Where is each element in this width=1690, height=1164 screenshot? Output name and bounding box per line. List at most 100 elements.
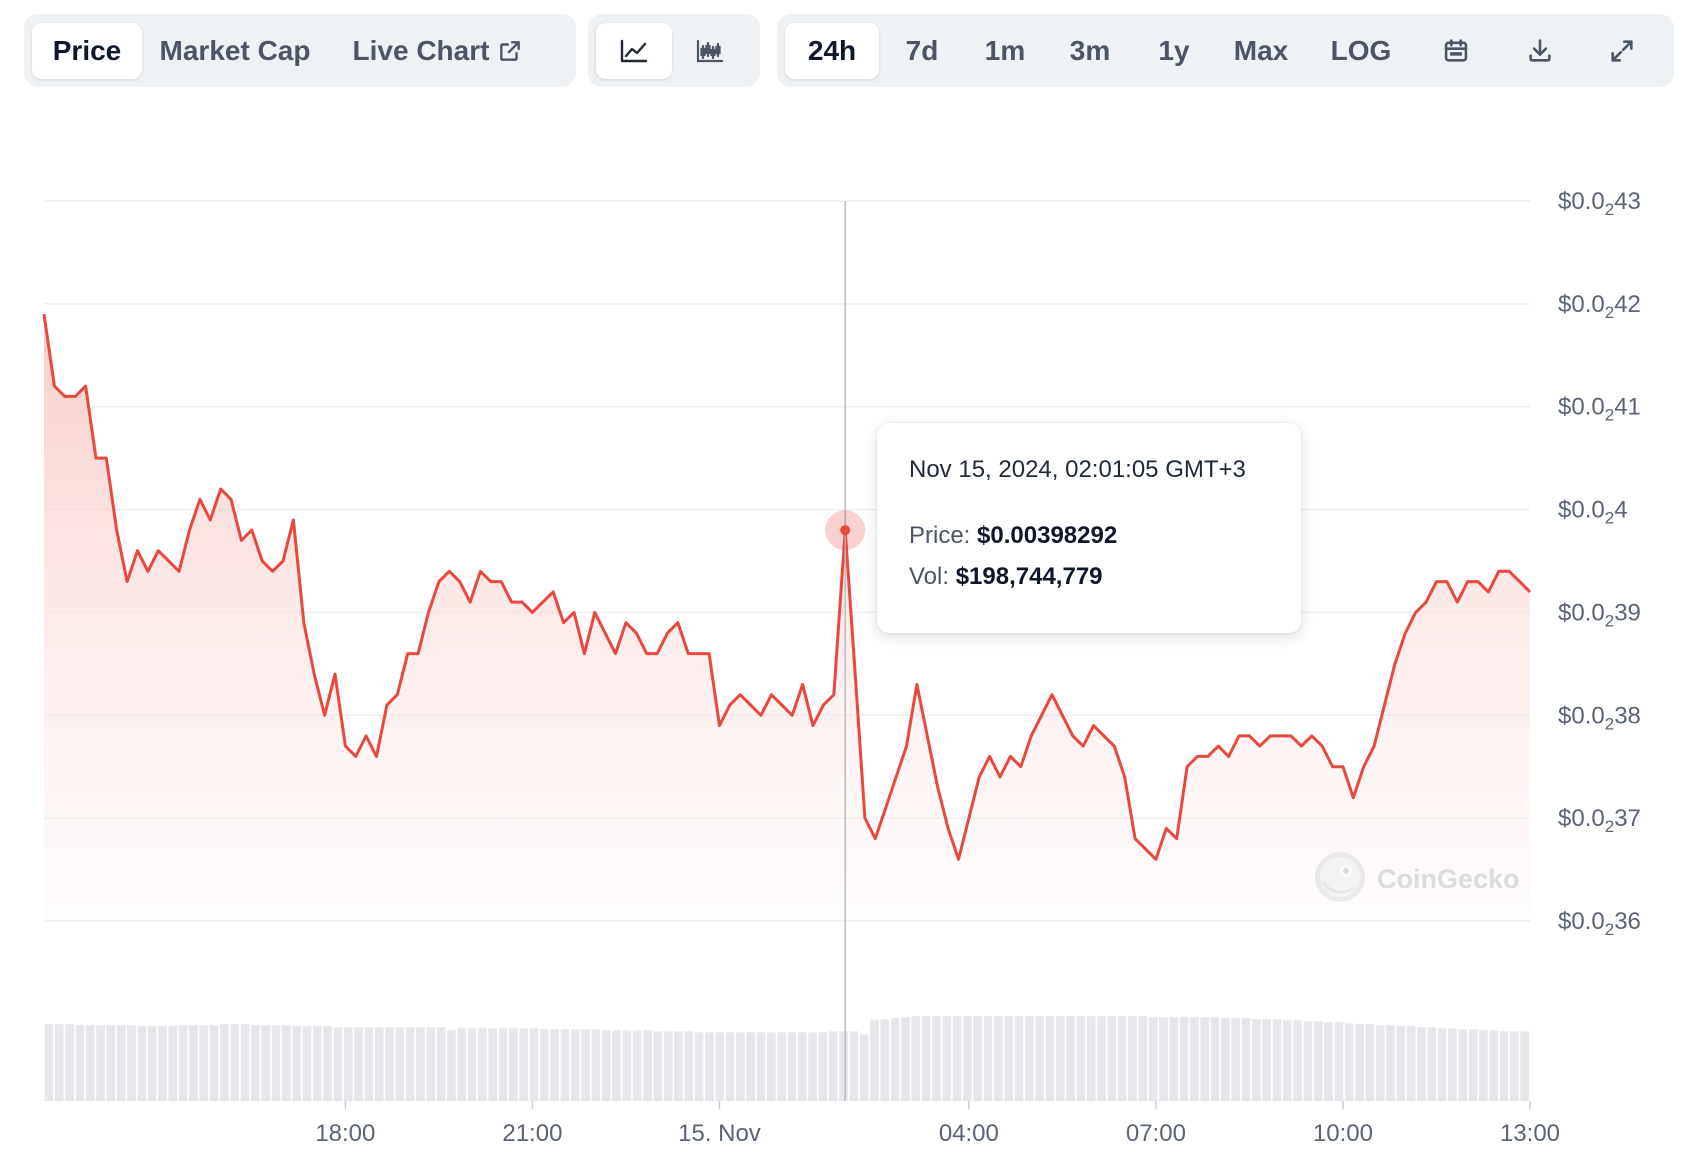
volume-bar bbox=[849, 1031, 859, 1101]
volume-bar bbox=[220, 1024, 229, 1101]
volume-bar bbox=[240, 1024, 250, 1101]
candlestick-chart-button[interactable] bbox=[672, 23, 748, 79]
volume-bar bbox=[632, 1030, 642, 1101]
volume-bar bbox=[890, 1018, 900, 1101]
volume-bar bbox=[209, 1025, 219, 1101]
range-1y-button[interactable]: 1y bbox=[1135, 23, 1213, 79]
volume-bar bbox=[1086, 1016, 1096, 1101]
volume-bar bbox=[808, 1032, 817, 1101]
volume-bar bbox=[550, 1029, 559, 1101]
range-1m-button[interactable]: 1m bbox=[965, 23, 1045, 79]
tab-price[interactable]: Price bbox=[32, 22, 142, 79]
volume-bar bbox=[508, 1028, 518, 1101]
volume-bar bbox=[1107, 1016, 1117, 1101]
volume-bar bbox=[653, 1031, 663, 1101]
volume-bar bbox=[622, 1030, 632, 1101]
volume-bar bbox=[963, 1016, 972, 1101]
external-link-icon bbox=[497, 38, 523, 64]
volume-bar bbox=[1509, 1031, 1519, 1101]
volume-bar bbox=[447, 1030, 456, 1101]
tooltip-vol-label: Vol: bbox=[909, 563, 950, 590]
volume-bar bbox=[333, 1027, 343, 1101]
volume-bar bbox=[705, 1032, 714, 1101]
volume-bar bbox=[364, 1027, 374, 1101]
volume-bar bbox=[1066, 1016, 1075, 1101]
price-line bbox=[42, 313, 1532, 861]
y-tick-label: $0.0241 bbox=[1558, 394, 1641, 425]
volume-bar bbox=[694, 1032, 704, 1101]
volume-bar bbox=[385, 1027, 394, 1101]
volume-bar bbox=[1303, 1021, 1313, 1101]
log-scale-button[interactable]: LOG bbox=[1309, 23, 1413, 79]
volume-bar bbox=[498, 1028, 508, 1101]
volume-bar bbox=[96, 1025, 105, 1101]
volume-bar bbox=[478, 1028, 487, 1101]
volume-bar bbox=[1055, 1016, 1065, 1101]
range-max-button[interactable]: Max bbox=[1213, 23, 1309, 79]
volume-bar bbox=[1406, 1026, 1416, 1101]
calendar-icon bbox=[1442, 37, 1470, 65]
volume-bar bbox=[1076, 1016, 1086, 1101]
volume-bar bbox=[1293, 1020, 1302, 1101]
volume-bar bbox=[663, 1031, 673, 1101]
volume-bar bbox=[1138, 1016, 1148, 1101]
volume-bar bbox=[519, 1028, 529, 1101]
volume-bar bbox=[44, 1024, 54, 1101]
line-chart-button[interactable] bbox=[596, 22, 672, 79]
volume-bar bbox=[1375, 1025, 1385, 1101]
tab-live-chart-label: Live Chart bbox=[352, 34, 490, 66]
volume-bar bbox=[1014, 1016, 1024, 1101]
volume-bar bbox=[1282, 1020, 1292, 1101]
volume-bar bbox=[1251, 1019, 1261, 1101]
volume-bar bbox=[1097, 1016, 1106, 1101]
tab-price-label: Price bbox=[52, 34, 122, 66]
x-tick-label: 13:00 bbox=[1500, 1120, 1560, 1147]
volume-bar bbox=[1520, 1031, 1529, 1101]
range-3m-button[interactable]: 3m bbox=[1045, 23, 1135, 79]
volume-bar bbox=[127, 1025, 136, 1101]
x-tick-label: 07:00 bbox=[1126, 1120, 1186, 1147]
tooltip-date: Nov 15, 2024, 02:01:05 GMT+3 bbox=[909, 456, 1246, 483]
expand-button[interactable] bbox=[1581, 23, 1663, 79]
volume-bar bbox=[302, 1026, 312, 1101]
volume-bar bbox=[1313, 1021, 1323, 1101]
tab-live-chart[interactable]: Live Chart bbox=[328, 23, 548, 79]
tooltip-price-value: $0.00398292 bbox=[977, 522, 1118, 549]
watermark-text: CoinGecko bbox=[1377, 864, 1520, 894]
download-button[interactable] bbox=[1499, 23, 1581, 79]
y-axis-ticks: $0.0236 $0.0237 $0.0238 $0.0239 $0.024 $0.024… bbox=[1558, 188, 1641, 939]
volume-bar bbox=[601, 1030, 611, 1101]
volume-bar bbox=[116, 1025, 126, 1101]
x-tick-label: 04:00 bbox=[939, 1120, 999, 1147]
volume-bar bbox=[674, 1031, 683, 1101]
volume-bar bbox=[54, 1024, 64, 1101]
volume-bar bbox=[1489, 1030, 1499, 1101]
x-tick-label: 18:00 bbox=[315, 1120, 375, 1147]
volume-bar bbox=[1231, 1018, 1241, 1101]
volume-bar bbox=[746, 1032, 756, 1101]
range-7d-button[interactable]: 7d bbox=[879, 23, 965, 79]
volume-bar bbox=[1344, 1023, 1354, 1101]
gecko-logo-icon bbox=[1313, 850, 1367, 909]
volume-bar bbox=[1024, 1016, 1034, 1101]
volume-bar bbox=[1200, 1017, 1210, 1101]
volume-bar bbox=[1128, 1016, 1137, 1101]
price-area-fill bbox=[44, 314, 1530, 922]
volume-bar bbox=[75, 1025, 85, 1101]
tab-market-cap[interactable]: Market Cap bbox=[142, 23, 328, 79]
volume-bar bbox=[1479, 1030, 1488, 1101]
volume-bar bbox=[405, 1027, 415, 1101]
chart-type-group bbox=[588, 14, 760, 87]
x-tick-label: 10:00 bbox=[1313, 1120, 1373, 1147]
y-tick-label: $0.0237 bbox=[1558, 805, 1641, 836]
calendar-button[interactable] bbox=[1413, 23, 1499, 79]
volume-bar bbox=[1241, 1018, 1251, 1101]
crosshair bbox=[825, 201, 866, 1101]
volume-bar bbox=[993, 1016, 1003, 1101]
volume-bar bbox=[973, 1016, 983, 1101]
x-tick-label: 15. Nov bbox=[678, 1120, 761, 1147]
range-24h-button[interactable]: 24h bbox=[785, 22, 879, 79]
volume-bar bbox=[901, 1017, 910, 1101]
volume-bar bbox=[1334, 1022, 1344, 1101]
